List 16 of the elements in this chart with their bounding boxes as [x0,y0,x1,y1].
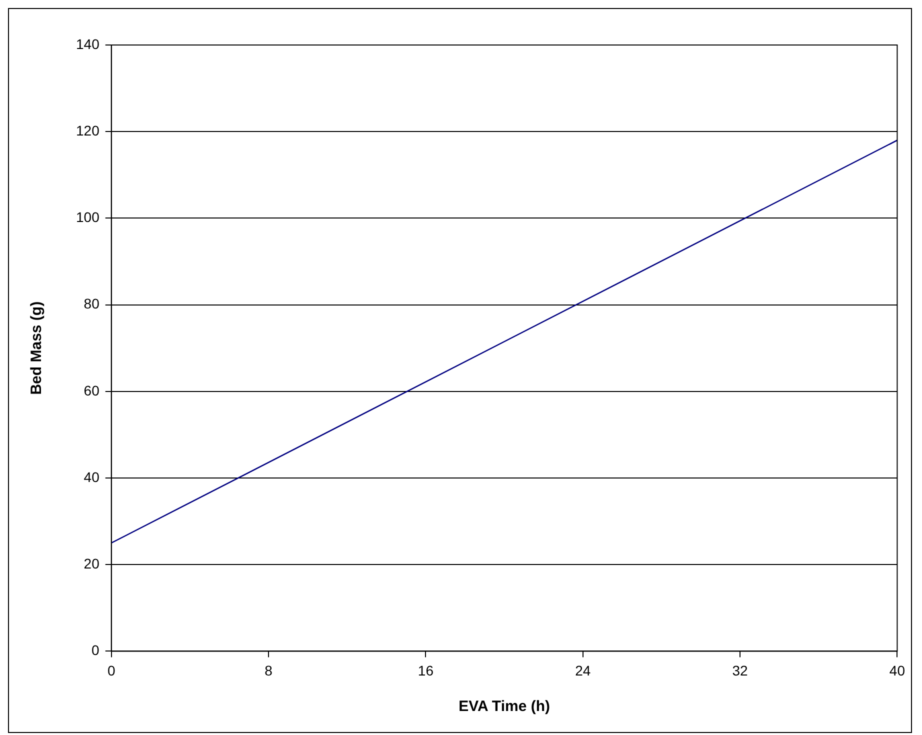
x-tick-label: 32 [732,662,748,678]
y-tick-label: 80 [84,296,100,312]
y-tick-label: 20 [84,555,100,572]
x-tick-label: 0 [107,662,116,678]
y-tick-label: 120 [76,122,100,138]
y-tick-label: 0 [92,642,100,658]
y-axis-title: Bed Mass (g) [28,301,46,395]
y-tick-label: 60 [84,382,100,398]
y-tick-label: 140 [76,36,100,52]
x-tick-label: 16 [418,662,434,678]
y-tick-label: 40 [84,468,100,485]
x-tick-label: 40 [889,662,906,678]
x-axis-title: EVA Time (h) [458,698,550,716]
y-tick-label: 100 [76,209,100,226]
x-tick-label: 24 [575,662,591,678]
x-tick-label: 8 [264,662,273,678]
